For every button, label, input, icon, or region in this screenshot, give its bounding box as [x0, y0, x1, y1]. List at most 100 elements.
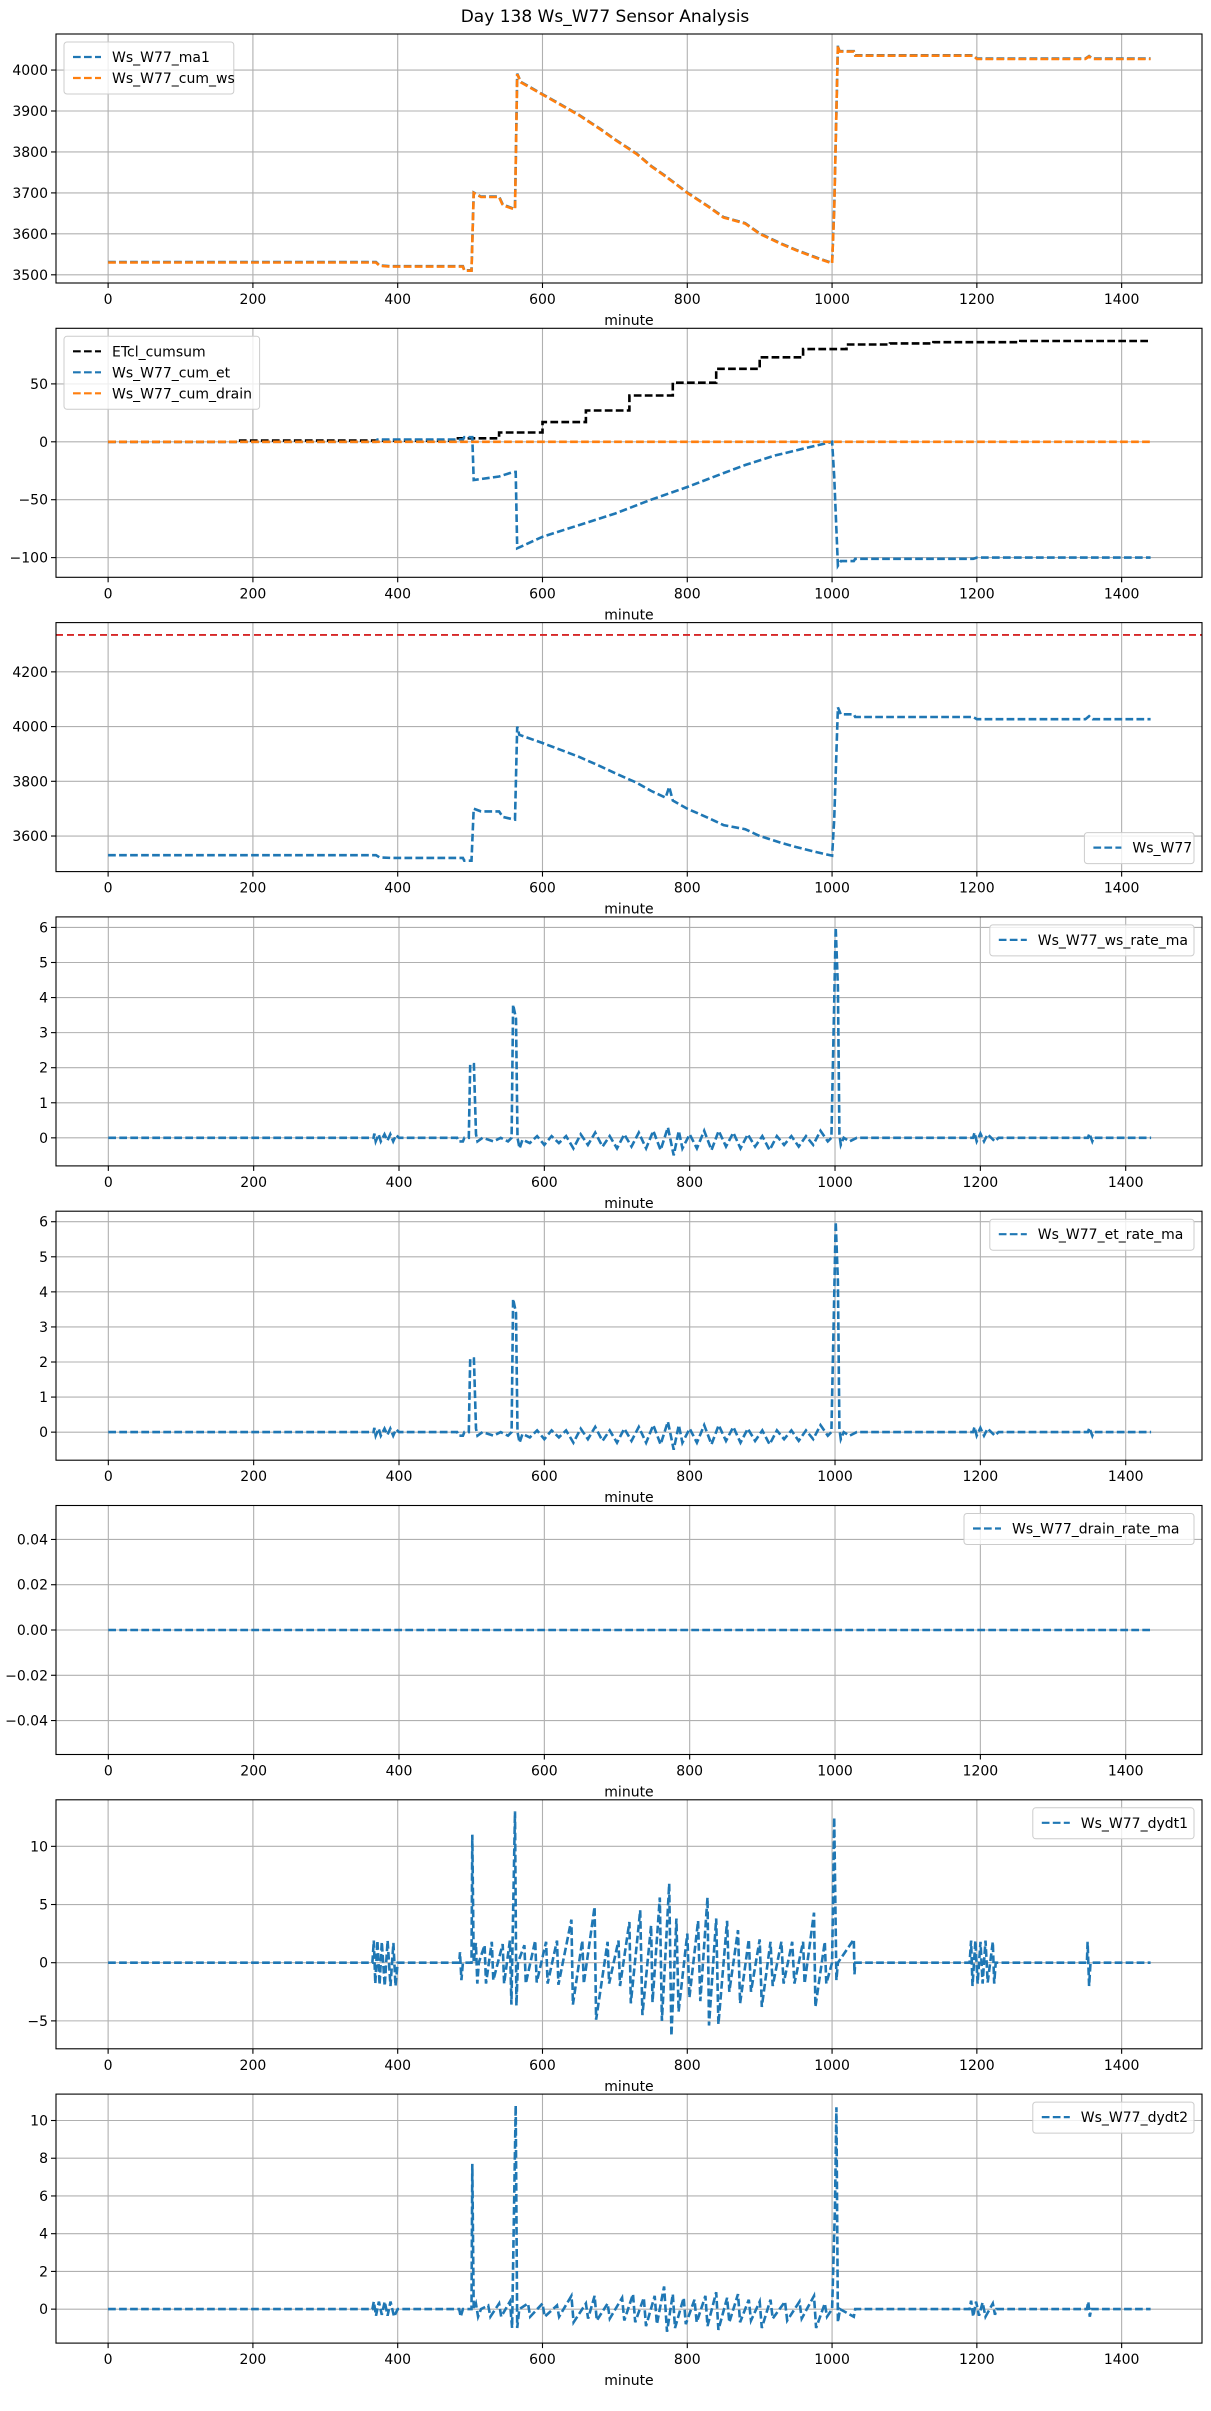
subplot-1: 0 200 400 600 800 1000 1200 1400 3500 3600 3700 380… [12, 33, 1203, 329]
x-tick-label: 400 [384, 586, 411, 602]
x-tick-label: 600 [529, 2352, 556, 2368]
y-tick-label: 3600 [12, 227, 48, 243]
x-tick-label: 200 [240, 1764, 267, 1780]
x-axis-label: minute [604, 1490, 653, 1506]
x-tick-label: 1400 [1108, 1175, 1144, 1191]
legend: Ws_W77_dydt1 [1032, 1807, 1195, 1840]
x-tick-label: 1000 [814, 2352, 850, 2368]
x-tick-label: 1200 [959, 586, 995, 602]
legend-box [1083, 832, 1195, 865]
x-tick-label: 800 [676, 1469, 703, 1485]
legend: Ws_W77_drain_rate_ma [963, 1513, 1195, 1545]
y-tick-label: 0 [39, 2302, 48, 2318]
subplot-4: 0 200 400 600 800 1000 1200 1400 0 1 2 3 4 5 6 minute Ws… [39, 916, 1203, 1212]
y-tick-label: 2 [39, 1061, 48, 1077]
x-tick-label: 600 [531, 1175, 558, 1191]
x-tick-label: 800 [676, 1175, 703, 1191]
x-tick-label: 200 [240, 1469, 267, 1485]
legend: Ws_W77_dydt2 [1032, 2101, 1195, 2134]
series-line-ETcl_cumsum [108, 339, 1151, 444]
subplot-2: 0 200 400 600 800 1000 1200 1400 −100 −50 0 50 minut… [10, 327, 1203, 623]
y-tick-label: 50 [30, 377, 48, 393]
x-tick-label: 1200 [959, 292, 995, 308]
x-tick-label: 200 [240, 881, 267, 897]
y-tick-label: −100 [10, 551, 48, 567]
y-tick-label: 3500 [12, 268, 48, 284]
legend-label: Ws_W77_drain_rate_ma [1012, 1522, 1179, 1538]
x-tick-label: 1200 [963, 1469, 999, 1485]
y-tick-label: 2 [39, 1355, 48, 1371]
x-axis-label: minute [604, 313, 653, 329]
x-tick-label: 1400 [1104, 2352, 1140, 2368]
x-tick-label: 1400 [1108, 1469, 1144, 1485]
axes-frame [55, 1210, 1203, 1461]
axes-frame [55, 1504, 1203, 1756]
x-tick-label: 0 [104, 2058, 113, 2074]
axes-frame [55, 327, 1203, 578]
x-tick-label: 600 [529, 881, 556, 897]
x-axis-label: minute [604, 1785, 653, 1801]
y-tick-label: 4000 [12, 720, 48, 736]
legend-label: ETcl_cumsum [112, 344, 206, 360]
x-tick-label: 200 [240, 2352, 267, 2368]
y-tick-label: 5 [39, 1250, 48, 1266]
y-tick-label: 3900 [12, 104, 48, 120]
legend-label: Ws_W77_dydt2 [1081, 2110, 1188, 2126]
x-tick-label: 1000 [814, 2058, 850, 2074]
x-tick-label: 600 [529, 2058, 556, 2074]
x-tick-label: 800 [674, 586, 701, 602]
x-tick-label: 0 [104, 292, 113, 308]
legend-box [989, 1218, 1195, 1251]
y-tick-label: 10 [30, 1839, 48, 1855]
y-tick-label: −50 [18, 493, 48, 509]
y-tick-label: 4 [39, 991, 48, 1007]
y-tick-label: 0 [39, 1131, 48, 1147]
legend-label: Ws_W77_cum_et [112, 365, 231, 381]
series-line-Ws_W77_cum_et [108, 435, 1151, 570]
x-tick-label: 400 [384, 292, 411, 308]
y-tick-label: 1 [39, 1390, 48, 1406]
y-tick-label: 4 [39, 2227, 48, 2243]
x-tick-label: 0 [104, 2352, 113, 2368]
legend: Ws_W77 [1083, 832, 1195, 865]
x-tick-label: 600 [529, 292, 556, 308]
legend: Ws_W77_ws_rate_ma [989, 924, 1195, 957]
x-tick-label: 200 [240, 2058, 267, 2074]
series-line-Ws_W77_dydt1 [108, 1811, 1151, 2037]
y-tick-label: 3800 [12, 774, 48, 790]
x-tick-label: 600 [529, 586, 556, 602]
y-tick-label: 3 [39, 1026, 48, 1042]
x-tick-label: 400 [384, 881, 411, 897]
x-tick-label: 0 [104, 1469, 113, 1485]
x-tick-label: 200 [240, 292, 267, 308]
x-tick-label: 400 [386, 1764, 413, 1780]
figure-title: Day 138 Ws_W77 Sensor Analysis [461, 7, 750, 27]
x-axis-label: minute [604, 1196, 653, 1212]
x-tick-label: 1000 [817, 1764, 853, 1780]
plot-lines [108, 1811, 1151, 2037]
x-tick-label: 1200 [963, 1764, 999, 1780]
axes-frame [55, 33, 1203, 284]
x-tick-label: 1400 [1104, 292, 1140, 308]
legend-label: Ws_W77_dydt1 [1081, 1816, 1188, 1832]
x-tick-label: 800 [674, 2352, 701, 2368]
x-tick-label: 1400 [1104, 586, 1140, 602]
y-tick-label: −0.02 [5, 1668, 48, 1684]
x-tick-label: 1200 [963, 1175, 999, 1191]
legend-label: Ws_W77_cum_drain [112, 386, 252, 402]
legend-label: Ws_W77_et_rate_ma [1038, 1227, 1184, 1243]
y-tick-label: 5 [39, 955, 48, 971]
plot-lines [108, 927, 1152, 1156]
y-tick-label: 8 [39, 2151, 48, 2167]
legend-box [63, 41, 235, 95]
x-tick-label: 400 [386, 1469, 413, 1485]
y-tick-label: −0.04 [5, 1714, 48, 1730]
plot-lines [108, 339, 1151, 570]
x-tick-label: 800 [674, 292, 701, 308]
subplot-6: 0 200 400 600 800 1000 1200 1400 −0.04 −0.02 0.00 0… [5, 1504, 1203, 1801]
x-tick-label: 1200 [959, 2058, 995, 2074]
x-tick-label: 800 [674, 881, 701, 897]
x-tick-label: 1000 [814, 586, 850, 602]
subplot-8: 0 200 400 600 800 1000 1200 1400 0 2 4 6 8 10 minute Ws… [30, 2093, 1203, 2389]
